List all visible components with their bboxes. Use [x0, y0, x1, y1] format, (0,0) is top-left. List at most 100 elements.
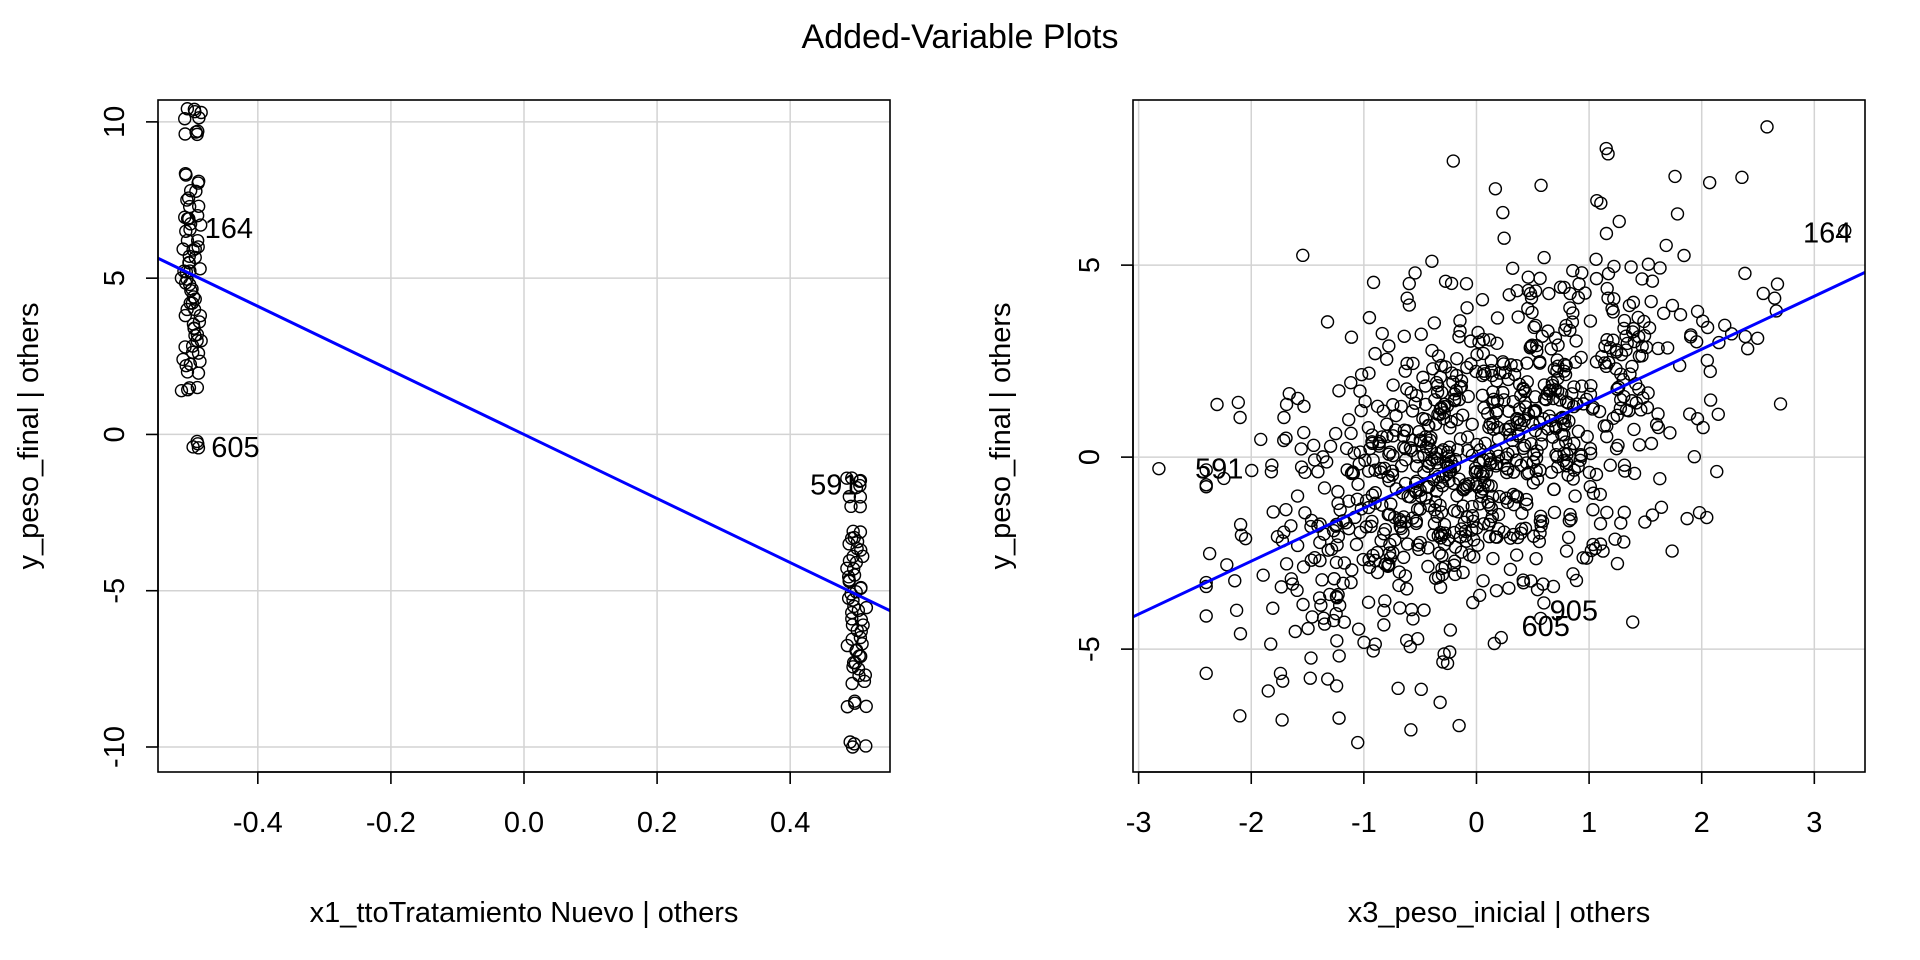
scatter-point	[1414, 489, 1428, 503]
scatter-point	[180, 193, 194, 207]
scatter-point	[1442, 474, 1456, 488]
scatter-point	[191, 366, 206, 380]
scatter-point	[1275, 713, 1289, 727]
scatter-point	[1651, 420, 1666, 435]
scatter-point	[1459, 277, 1474, 291]
scatter-point	[1700, 510, 1714, 525]
scatter-point	[1660, 341, 1675, 355]
scatter-point	[1380, 429, 1394, 444]
regression-line	[1132, 271, 1866, 619]
scatter-point	[1546, 579, 1561, 594]
scatter-point	[1750, 331, 1765, 345]
scatter-point	[1404, 723, 1418, 737]
scatter-point	[1410, 502, 1425, 516]
scatter-point	[840, 471, 854, 485]
scatter-point	[1363, 441, 1377, 456]
scatter-point	[1466, 595, 1480, 610]
scatter-point	[1511, 429, 1526, 443]
x-tick-label: 0.0	[504, 807, 544, 839]
scatter-point	[1330, 538, 1344, 552]
scatter-point	[1233, 627, 1248, 641]
scatter-point	[1361, 421, 1376, 435]
scatter-point	[1370, 545, 1384, 560]
scatter-point	[1523, 341, 1537, 355]
scatter-point	[1210, 397, 1224, 412]
point-label: 605	[1522, 611, 1570, 643]
scatter-point	[1590, 193, 1604, 208]
point-labels: 164 605 591	[205, 213, 859, 501]
scatter-point	[1492, 489, 1507, 504]
scatter-point	[1427, 316, 1442, 330]
scatter-point	[180, 302, 194, 317]
scatter-point	[1641, 257, 1656, 271]
scatter-point	[1351, 622, 1366, 636]
scatter-point	[1635, 272, 1649, 286]
scatter-point	[1313, 553, 1327, 568]
scatter-point	[1284, 519, 1298, 533]
scatter-point	[1344, 330, 1359, 344]
scatter-point	[1665, 298, 1680, 313]
scatter-point	[1332, 711, 1346, 725]
scatter-point	[840, 700, 855, 714]
scatter-point	[1291, 391, 1305, 406]
scatter-point	[1613, 401, 1628, 415]
scatter-point	[1433, 695, 1447, 710]
scatter-point	[1547, 482, 1561, 497]
scatter-point	[1589, 355, 1604, 369]
scatter-point	[1353, 384, 1367, 398]
scatter-point	[1266, 601, 1280, 615]
scatter-point	[1362, 366, 1376, 380]
scatter-point	[1626, 295, 1641, 310]
x-tick-label: -0.4	[233, 807, 283, 839]
scatter-point	[1391, 681, 1405, 696]
scatter-point	[178, 112, 192, 126]
scatter-point	[1593, 517, 1608, 531]
scatter-point	[1454, 522, 1468, 536]
scatter-point	[1593, 537, 1608, 551]
scatter-point	[1337, 615, 1351, 629]
scatter-point	[1266, 505, 1280, 519]
scatter-point	[853, 473, 868, 488]
scatter-point	[1696, 420, 1710, 435]
scatter-point	[1673, 307, 1688, 322]
scatter-point	[1297, 399, 1311, 413]
scatter-point	[1514, 526, 1528, 540]
scatter-point	[193, 262, 207, 276]
scatter-point	[1349, 537, 1364, 552]
scatter-point	[1680, 511, 1694, 526]
scatter-point	[183, 217, 198, 231]
scatter-point	[1385, 468, 1400, 482]
scatter-point	[1606, 411, 1621, 426]
scatter-point	[1412, 542, 1426, 557]
scatter-point	[1331, 496, 1345, 511]
x-tick-label: 3	[1806, 807, 1822, 839]
scatter-point	[1583, 314, 1598, 328]
scatter-point	[1520, 356, 1534, 370]
scatter-point	[1199, 463, 1213, 477]
y-axis-label: y_peso_final | others	[985, 302, 1017, 569]
scatter-point	[1740, 342, 1755, 356]
scatter-point	[1516, 576, 1531, 590]
scatter-point	[1288, 624, 1302, 639]
scatter-point	[1277, 433, 1291, 448]
x-tick-label: -2	[1238, 807, 1264, 839]
scatter-point	[1362, 310, 1377, 325]
scatter-point	[1551, 338, 1565, 352]
scatter-point	[1631, 310, 1645, 325]
scatter-point	[1520, 467, 1534, 481]
scatter-point	[1614, 347, 1629, 362]
point-label: 591	[810, 469, 858, 501]
x-tick-label: 0	[1468, 807, 1484, 839]
scatter-point	[853, 499, 867, 514]
scatter-point	[1622, 404, 1636, 418]
scatter-point	[1561, 530, 1576, 545]
y-tick-label: -5	[1074, 636, 1106, 662]
scatter-point	[1579, 551, 1594, 565]
scatter-point	[1735, 170, 1749, 185]
scatter-point	[1567, 380, 1581, 394]
scatter-point	[1297, 425, 1311, 440]
scatter-point	[1386, 398, 1400, 412]
scatter-point	[1340, 463, 1354, 477]
scatter-point	[1620, 336, 1634, 351]
scatter-point	[1563, 323, 1577, 338]
